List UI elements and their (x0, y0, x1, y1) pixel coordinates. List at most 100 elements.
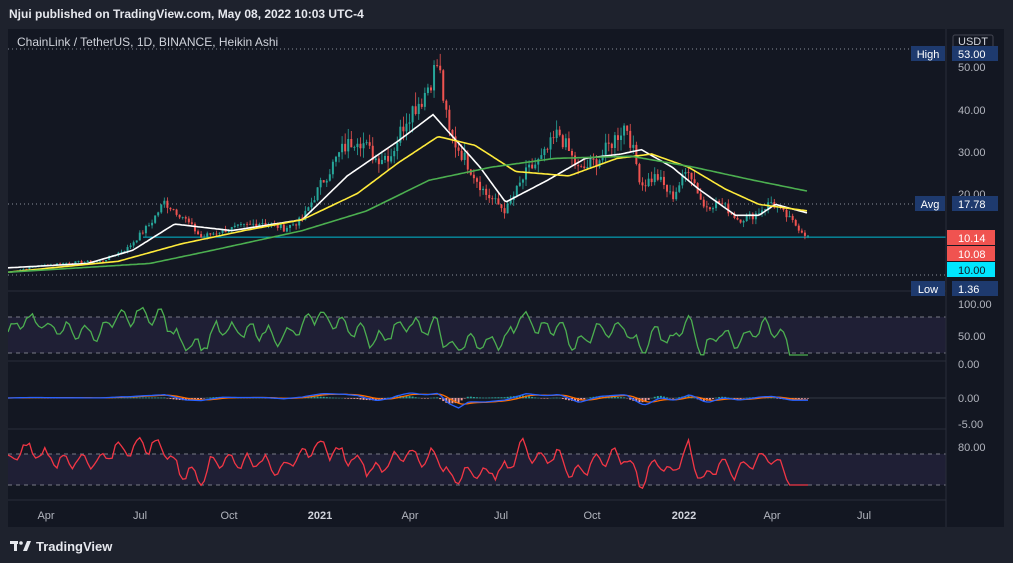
candle-body (319, 180, 322, 188)
candle-body (687, 172, 690, 173)
open-price-value: 10.08 (958, 249, 986, 261)
time-axis[interactable]: Apr Jul Oct 2021 Apr Jul Oct 2022 Apr Ju… (37, 510, 871, 522)
oscillator-band (8, 454, 946, 485)
candle-body (206, 233, 209, 237)
candle-body (534, 164, 537, 169)
oscillator-pane[interactable] (8, 436, 946, 490)
candle-body (439, 65, 442, 71)
macd-histogram-bar (485, 397, 488, 399)
macd-histogram-bar (534, 397, 537, 399)
candle-body (255, 223, 258, 227)
level-value: 10.00 (958, 265, 986, 277)
candles-group (10, 53, 809, 273)
macd-histogram-bar (797, 398, 800, 400)
candle-body (475, 178, 478, 182)
rsi-pane[interactable] (8, 306, 946, 356)
macd-histogram-bar (316, 396, 319, 399)
symbol-title[interactable]: ChainLink / TetherUS, 1D, BINANCE, Heiki… (17, 35, 279, 49)
candle-body (288, 224, 291, 228)
candle-body (420, 103, 423, 107)
candle-body (521, 179, 524, 183)
macd-histogram-bar (745, 397, 748, 399)
macd-histogram-bar (592, 396, 595, 399)
macd-histogram-bar (439, 398, 442, 400)
macd-histogram-bar (644, 398, 647, 402)
price-pane[interactable] (8, 48, 946, 276)
chart-canvas[interactable]: USDT 50.00 40.00 30.00 20.00 High 53.00 … (8, 29, 1004, 527)
price-axis[interactable]: USDT 50.00 40.00 30.00 20.00 High 53.00 … (911, 29, 998, 527)
high-value-tag (952, 46, 998, 61)
tradingview-logo-icon (10, 541, 31, 551)
macd-histogram-bar (200, 398, 203, 400)
candle-body (705, 206, 708, 208)
macd-histogram-bar (157, 397, 160, 399)
candle-body (616, 135, 619, 141)
candle-body (120, 251, 123, 253)
candle-body (715, 201, 718, 209)
macd-histogram-bar (711, 398, 714, 399)
macd-histogram-bar (653, 396, 656, 399)
macd-histogram-bar (807, 398, 809, 399)
candle-body (632, 144, 635, 148)
candle-body (442, 70, 445, 101)
candle-body (80, 261, 83, 263)
candle-body (157, 212, 160, 216)
macd-histogram-bar (733, 398, 736, 399)
oscillator-line (8, 436, 808, 490)
candle-body (414, 106, 417, 115)
candle-body (659, 176, 662, 180)
candle-body (733, 213, 736, 218)
candle-body (62, 263, 65, 265)
macd-histogram-bar (500, 397, 503, 399)
candle-body (742, 221, 745, 223)
candle-body (371, 145, 374, 161)
macd-histogram-bar (203, 398, 206, 399)
candle-body (503, 208, 506, 214)
candle-body (338, 152, 341, 157)
candle-body (322, 180, 325, 183)
macd-histogram-bar (546, 398, 549, 399)
candle-body (246, 223, 249, 225)
candle-body (782, 207, 785, 210)
candle-body (151, 222, 154, 226)
candle-body (580, 166, 583, 168)
x-tick-2022: 2022 (672, 510, 696, 522)
candle-body (215, 233, 218, 235)
candle-body (197, 231, 200, 235)
avg-tag (915, 196, 945, 211)
candle-body (724, 203, 727, 205)
macd-pane[interactable] (8, 392, 946, 409)
tradingview-brand[interactable]: TradingView (10, 538, 112, 554)
candle-body (28, 267, 31, 270)
candle-body (316, 187, 319, 201)
candle-body (102, 260, 105, 262)
candle-body (147, 225, 150, 227)
candle-body (387, 155, 390, 162)
candle-body (558, 129, 561, 136)
macd-histogram-bar (163, 397, 166, 399)
candle-body (592, 158, 595, 160)
candle-body (77, 261, 80, 262)
macd-histogram-bar (356, 398, 359, 399)
candle-body (261, 223, 264, 225)
candle-body (203, 236, 206, 238)
macd-histogram-bar (708, 398, 711, 401)
publisher-line: Njui published on TradingView.com, May 0… (9, 7, 364, 21)
candle-body (166, 200, 169, 208)
candle-body (644, 185, 647, 187)
candle-body (460, 150, 463, 160)
candle-body (567, 138, 570, 151)
candle-body (126, 247, 129, 252)
macd-histogram-bar (141, 397, 144, 399)
candle-body (718, 201, 721, 203)
macd-histogram-bar (417, 397, 420, 399)
candle-body (577, 165, 580, 167)
macd-histogram-bar (347, 398, 350, 399)
candle-body (347, 138, 350, 152)
candle-body (555, 129, 558, 139)
candle-body (184, 217, 187, 219)
candle-body (543, 148, 546, 156)
macd-histogram-bar (147, 397, 150, 399)
macd-histogram-bar (328, 397, 331, 399)
macd-histogram-bar (126, 397, 129, 399)
